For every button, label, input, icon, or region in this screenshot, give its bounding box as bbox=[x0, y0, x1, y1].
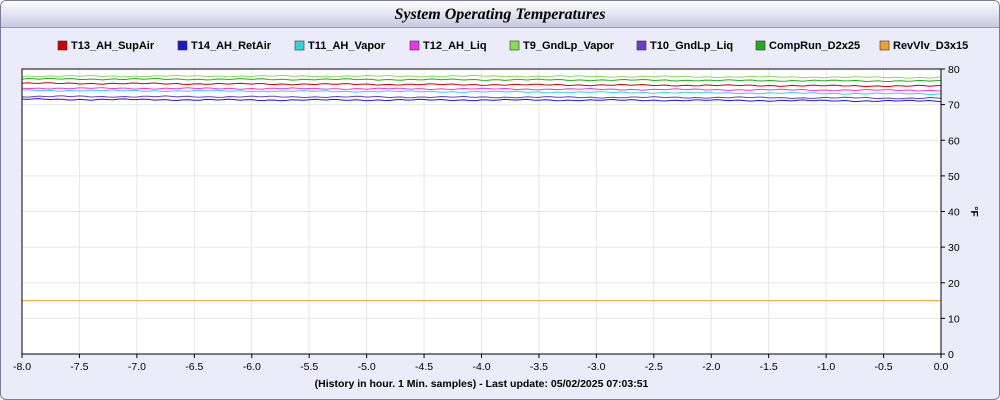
legend-label: T12_AH_Liq bbox=[423, 40, 487, 52]
legend-swatch bbox=[57, 40, 68, 51]
y-tick-label: 30 bbox=[948, 242, 960, 254]
legend-swatch bbox=[636, 40, 647, 51]
y-axis: 0 10 20 30 40 50 60 70 80 bbox=[941, 64, 960, 361]
legend-swatch bbox=[755, 40, 766, 51]
legend-item: T14_AH_RetAir bbox=[177, 40, 272, 52]
legend-swatch bbox=[879, 40, 890, 51]
legend-label: T14_AH_RetAir bbox=[191, 40, 272, 52]
series-line-t14-ah-retair bbox=[21, 98, 942, 103]
y-tick-label: 0 bbox=[948, 349, 954, 361]
series-line-t13-ah-supair bbox=[21, 82, 942, 88]
x-axis-label: (History in hour. 1 Min. samples) - Last… bbox=[315, 378, 649, 390]
x-tick-label: -7.0 bbox=[128, 361, 146, 373]
legend-label: T10_GndLp_Liq bbox=[650, 40, 733, 52]
y-tick-label: 40 bbox=[948, 207, 960, 219]
x-tick-label: -5.5 bbox=[300, 361, 318, 373]
legend-item: T10_GndLp_Liq bbox=[636, 40, 733, 52]
y-axis-label: °F bbox=[968, 206, 980, 217]
title-bar: System Operating Temperatures bbox=[1, 1, 999, 28]
x-axis: -8.0 -7.5 -7.0 -6.5 -6.0 -5.5 -5.0 -4.5 -4.0 -3.5… bbox=[13, 354, 948, 373]
series-line-t12-ah-liq bbox=[21, 87, 942, 92]
x-tick-label: -6.5 bbox=[185, 361, 203, 373]
y-tick-label: 80 bbox=[948, 64, 960, 76]
legend-item: T11_AH_Vapor bbox=[294, 40, 386, 52]
series-line-t10-gndlp-liq bbox=[21, 95, 942, 100]
legend-item: RevVlv_D3x15 bbox=[879, 40, 968, 52]
series-line-t9-gndlp-vapor bbox=[21, 74, 942, 79]
y-tick-label: 10 bbox=[948, 313, 960, 325]
x-tick-label: -0.5 bbox=[875, 361, 893, 373]
y-tick-label: 70 bbox=[948, 100, 960, 112]
x-tick-label: -3.5 bbox=[530, 361, 548, 373]
x-tick-label: -2.0 bbox=[702, 361, 720, 373]
x-tick-label: -2.5 bbox=[645, 361, 663, 373]
legend: T13_AH_SupAir T14_AH_RetAir T11_AH_Vapor T1… bbox=[57, 40, 968, 52]
legend-swatch bbox=[177, 40, 188, 51]
x-tick-label: -3.0 bbox=[587, 361, 605, 373]
legend-item: T9_GndLp_Vapor bbox=[509, 40, 615, 52]
x-tick-label: -1.0 bbox=[817, 361, 835, 373]
legend-label: CompRun_D2x25 bbox=[769, 40, 860, 52]
x-tick-label: -7.5 bbox=[70, 361, 88, 373]
series-lines bbox=[21, 74, 942, 302]
chart-title: System Operating Temperatures bbox=[394, 6, 606, 23]
x-tick-label: -4.5 bbox=[415, 361, 433, 373]
x-tick-label: -8.0 bbox=[13, 361, 31, 373]
legend-swatch bbox=[294, 40, 305, 51]
legend-label: RevVlv_D3x15 bbox=[893, 40, 968, 52]
legend-item: T12_AH_Liq bbox=[409, 40, 487, 52]
y-tick-label: 50 bbox=[948, 171, 960, 183]
legend-label: T9_GndLp_Vapor bbox=[523, 40, 615, 52]
legend-swatch bbox=[509, 40, 520, 51]
series-line-comprun-d2x25 bbox=[21, 77, 942, 83]
x-tick-label: 0.0 bbox=[934, 361, 949, 373]
legend-label: T11_AH_Vapor bbox=[308, 40, 386, 52]
y-tick-label: 60 bbox=[948, 135, 960, 147]
series-line-t11-ah-vapor bbox=[21, 89, 942, 96]
x-tick-label: -4.0 bbox=[472, 361, 490, 373]
legend-item: CompRun_D2x25 bbox=[755, 40, 860, 52]
legend-swatch bbox=[409, 40, 420, 51]
x-tick-label: -1.5 bbox=[760, 361, 778, 373]
x-tick-label: -6.0 bbox=[243, 361, 261, 373]
legend-label: T13_AH_SupAir bbox=[71, 40, 155, 52]
x-tick-label: -5.0 bbox=[358, 361, 376, 373]
legend-item: T13_AH_SupAir bbox=[57, 40, 155, 52]
y-tick-label: 20 bbox=[948, 278, 960, 290]
